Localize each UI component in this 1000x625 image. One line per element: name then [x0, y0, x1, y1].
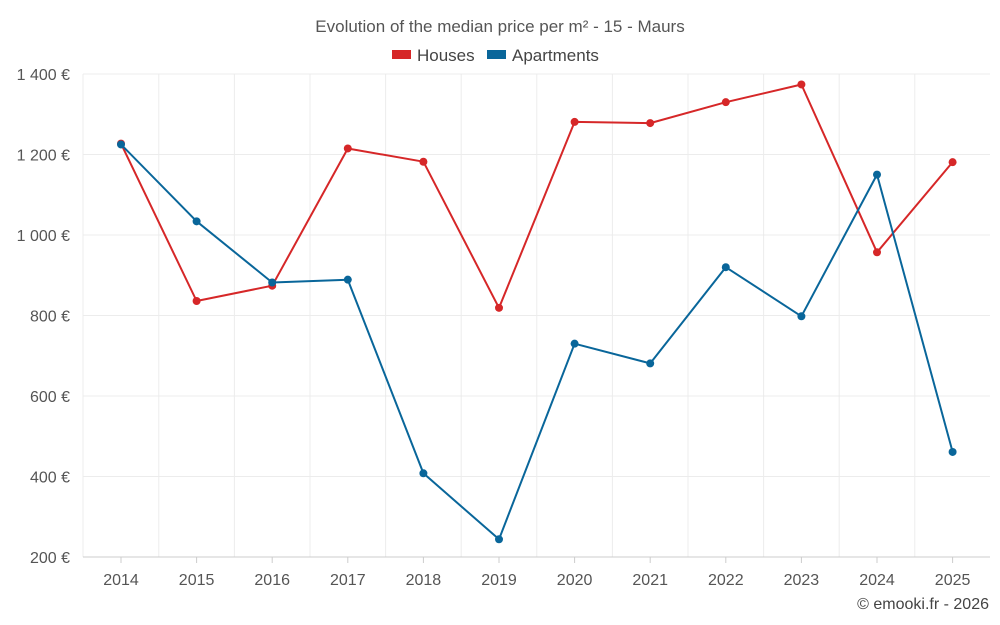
series-apartments — [117, 140, 957, 544]
x-tick-label: 2018 — [406, 572, 442, 589]
data-point-apartments[interactable] — [721, 263, 730, 272]
data-point-apartments[interactable] — [268, 278, 277, 287]
y-tick-label: 200 € — [30, 550, 70, 567]
series-line-houses — [120, 83, 954, 309]
data-point-apartments[interactable] — [948, 447, 957, 456]
x-tick-label: 2014 — [103, 572, 139, 589]
data-point-houses[interactable] — [419, 157, 428, 166]
x-tick-label: 2025 — [935, 572, 971, 589]
y-tick-label: 1 200 € — [17, 148, 70, 165]
x-tick-label: 2020 — [557, 572, 593, 589]
data-point-apartments[interactable] — [495, 535, 503, 544]
data-point-houses[interactable] — [343, 144, 352, 153]
x-tick-label: 2015 — [179, 572, 215, 589]
x-tick-label: 2016 — [254, 572, 290, 589]
data-point-apartments[interactable] — [117, 140, 125, 149]
data-point-houses[interactable] — [570, 117, 579, 126]
grid — [82, 73, 990, 557]
y-tick-label: 600 € — [30, 389, 70, 406]
data-point-apartments[interactable] — [570, 339, 579, 348]
axes: 200 € 400 € 600 € 800 € 1 000 € 1 200 € 1 400 … — [17, 67, 990, 589]
series-line-apartments — [120, 143, 954, 541]
legend-label-houses[interactable]: Houses — [417, 46, 475, 65]
data-point-apartments[interactable] — [646, 359, 655, 368]
legend-swatch-houses — [392, 50, 411, 59]
legend-swatch-apartments — [487, 50, 506, 59]
chart-title: Evolution of the median price per m² - 1… — [315, 17, 684, 36]
data-point-houses[interactable] — [192, 297, 201, 306]
x-tick-label: 2024 — [859, 572, 895, 589]
data-point-apartments[interactable] — [873, 170, 881, 179]
credit-text: © emooki.fr - 2026 — [857, 596, 989, 613]
series-houses — [117, 80, 957, 312]
y-tick-label: 1 400 € — [17, 67, 70, 84]
y-tick-label: 400 € — [30, 470, 70, 487]
data-point-apartments[interactable] — [343, 275, 352, 284]
x-tick-label: 2017 — [330, 572, 366, 589]
data-point-houses[interactable] — [495, 303, 503, 312]
series — [117, 80, 957, 544]
data-point-houses[interactable] — [948, 158, 957, 167]
data-point-houses[interactable] — [873, 248, 881, 257]
y-tick-label: 1 000 € — [17, 228, 70, 245]
legend-label-apartments[interactable]: Apartments — [512, 46, 599, 65]
y-tick-label: 800 € — [30, 309, 70, 326]
x-tick-label: 2022 — [708, 572, 744, 589]
x-tick-label: 2019 — [481, 572, 517, 589]
data-point-houses[interactable] — [646, 119, 655, 128]
x-tick-label: 2023 — [784, 572, 820, 589]
data-point-apartments[interactable] — [797, 312, 806, 321]
x-tick-label: 2021 — [632, 572, 668, 589]
legend: Houses Apartments — [392, 46, 599, 65]
data-point-apartments[interactable] — [419, 469, 428, 478]
data-point-apartments[interactable] — [192, 217, 201, 226]
data-point-houses[interactable] — [797, 80, 806, 89]
data-point-houses[interactable] — [721, 98, 730, 107]
